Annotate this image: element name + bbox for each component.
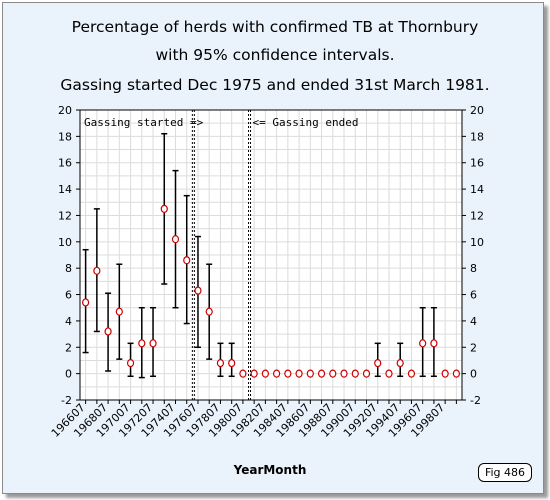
data-point [452,369,460,378]
data-point [239,369,247,378]
data-point [441,369,449,378]
annotation-label: <= Gassing ended [253,116,359,129]
y-tick-label-left: 20 [58,104,72,117]
y-tick-label-left: 6 [65,289,72,302]
data-point [115,307,123,316]
data-point [183,256,191,265]
y-tick-label-right: 16 [470,157,484,170]
data-point [216,358,225,368]
annotation-label: Gassing started => [84,116,204,129]
data-point [396,358,404,368]
y-tick-label-left: 8 [65,262,72,275]
data-point [407,369,416,378]
data-point [93,266,101,275]
data-point [351,369,359,378]
data-point [160,204,168,213]
figure-badge[interactable]: Fig 486 [478,463,532,482]
y-tick-label-left: 18 [58,130,72,143]
data-point [261,369,269,378]
data-point [149,339,157,348]
y-tick-label-left: 4 [65,315,72,328]
y-tick-label-right: 0 [470,368,477,381]
data-point [317,369,326,378]
y-tick-label-left: 10 [58,236,72,249]
data-point [430,339,438,348]
data-point [138,339,146,348]
y-tick-label-left: 2 [65,341,72,354]
data-point [273,369,281,378]
y-tick-label-left: -2 [61,394,72,407]
title-line-1: Percentage of herds with confirmed TB at… [71,18,479,36]
data-point [284,369,292,378]
data-point [205,307,213,316]
y-tick-label-right: -2 [470,394,481,407]
data-point [126,358,135,368]
y-tick-label-right: 8 [470,262,477,275]
title-line-2: with 95% confidence intervals. [155,46,395,64]
data-point [250,369,258,378]
data-point [194,286,202,295]
y-tick-label-right: 14 [470,183,484,196]
data-point [171,235,180,244]
y-tick-label-left: 14 [58,183,72,196]
data-point [374,358,382,368]
y-tick-label-left: 0 [65,368,72,381]
y-tick-label-right: 10 [470,236,484,249]
data-point [82,298,90,307]
data-point [419,339,427,348]
data-point [104,327,112,336]
y-tick-label-right: 18 [470,130,484,143]
y-tick-label-right: 6 [470,289,477,302]
title-line-3: Gassing started Dec 1975 and ended 31st … [60,76,490,94]
x-axis-title: YearMonth [233,463,307,477]
y-tick-label-right: 2 [470,341,477,354]
data-point [295,369,303,378]
plot-border [79,109,463,401]
y-tick-label-right: 20 [470,104,484,117]
y-tick-label-right: 4 [470,315,477,328]
data-point [385,369,393,378]
data-point [362,369,371,378]
y-tick-label-left: 16 [58,157,72,170]
data-point [329,369,337,378]
y-tick-label-right: 12 [470,209,484,222]
data-point [306,369,314,378]
y-tick-label-left: 12 [58,209,72,222]
data-point [340,369,348,378]
data-point [228,358,236,368]
